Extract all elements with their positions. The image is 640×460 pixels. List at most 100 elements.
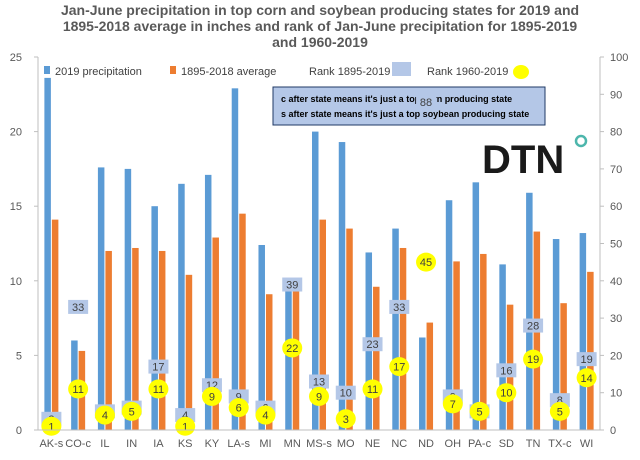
bar-2019 <box>312 131 319 430</box>
x-tick-label: MN <box>284 438 301 450</box>
rank-1960-label: 10 <box>500 388 512 400</box>
rank-1960-label: 22 <box>286 343 298 355</box>
rank-1895-label: 23 <box>366 339 378 351</box>
x-tick-label: NE <box>365 438 380 450</box>
x-tick-label: SD <box>499 438 514 450</box>
legend-swatch-avg <box>170 66 176 74</box>
rank-1960-label: 7 <box>450 399 456 411</box>
rank-1960-label: 11 <box>72 384 83 396</box>
x-tick-label: KS <box>178 438 193 450</box>
right-tick-label: 20 <box>610 350 622 362</box>
x-tick-label: IN <box>126 438 137 450</box>
rank-1895-label: 88 <box>420 97 432 109</box>
rank-1895-label: 8 <box>557 395 563 407</box>
rank-1895-label: 28 <box>527 321 539 333</box>
rank-1960-circle <box>41 416 62 436</box>
bar-2019 <box>338 142 346 430</box>
bar-average <box>373 286 380 430</box>
rank-1960-circle <box>576 368 597 388</box>
rank-1960-label: 9 <box>209 391 215 403</box>
x-tick-label: TN <box>526 438 541 450</box>
x-tick-label: NC <box>391 438 407 450</box>
x-tick-label: AK-s <box>39 438 63 450</box>
legend-label-avg: 1895-2018 average <box>181 66 276 78</box>
bar-average <box>212 237 219 430</box>
rank-1960-circle <box>389 357 410 377</box>
right-tick-label: 100 <box>610 52 628 64</box>
rank-1895-label: 19 <box>580 354 592 366</box>
legend-swatch-rank-1895 <box>392 62 411 76</box>
title-line-2: 1895-2018 average in inches and rank of … <box>63 18 578 34</box>
rank-1960-label: 11 <box>153 384 164 396</box>
x-tick-label: LA-s <box>227 438 250 450</box>
bar-2019 <box>392 228 399 430</box>
bar-2019 <box>97 167 105 430</box>
right-tick-label: 30 <box>610 313 622 325</box>
note-corn: c after state means it's just a top corn… <box>281 94 512 104</box>
rank-1960-label: 5 <box>557 406 563 418</box>
x-tick-label: IL <box>100 438 109 450</box>
rank-1960-circle <box>148 379 169 399</box>
bar-2019 <box>44 77 51 430</box>
note-box-background <box>272 86 546 126</box>
rank-1895-label: 17 <box>152 362 164 374</box>
rank-1895-label: 33 <box>72 302 84 314</box>
rank-1895-label: 33 <box>393 302 405 314</box>
rank-1895-box <box>576 352 597 367</box>
left-tick-label: 15 <box>10 201 22 213</box>
legend-label-2019: 2019 precipitation <box>55 66 142 78</box>
rank-1960-label: 45 <box>420 257 432 269</box>
rank-1960-label: 4 <box>102 410 108 422</box>
rank-1960-circle <box>94 405 115 425</box>
bar-2019 <box>178 183 185 430</box>
rank-1960-label: 4 <box>262 410 268 422</box>
left-tick-label: 10 <box>10 276 22 288</box>
dtn-logo: DTN <box>482 134 588 182</box>
x-tick-label: KY <box>205 438 220 450</box>
x-tick-label: TX-c <box>548 438 572 450</box>
left-axis: 0 5 10 15 20 25 <box>10 52 39 437</box>
rank-1895-box <box>416 94 437 109</box>
bar-average <box>480 253 487 430</box>
left-tick-label: 20 <box>10 127 22 139</box>
rank-1895-label: 4 <box>182 410 188 422</box>
bar-average <box>346 228 353 430</box>
rank-1895-label: 10 <box>340 388 352 400</box>
rank-1960-circle <box>416 252 437 272</box>
legend-swatch-rank-1960 <box>513 65 529 79</box>
chart-title: Jan-June precipitation in top corn and s… <box>61 2 579 50</box>
right-tick-label: 90 <box>610 89 622 101</box>
rank-1960-label: 5 <box>129 406 135 418</box>
legend-swatch-2019 <box>44 66 50 74</box>
bar-average <box>319 219 326 430</box>
note-box: c after state means it's just a top corn… <box>272 86 546 126</box>
rank-1960-label: 17 <box>393 362 405 374</box>
right-tick-label: 60 <box>610 201 622 213</box>
x-tick-label: WI <box>580 438 593 450</box>
bar-average <box>158 250 166 430</box>
dtn-logo-text: DTN <box>482 138 564 182</box>
legend-label-rank-1895: Rank 1895-2019 <box>309 66 390 78</box>
right-tick-label: 40 <box>610 276 622 288</box>
x-tick-label: MO <box>337 438 355 450</box>
bar-2019 <box>124 168 132 430</box>
rank-1895-label: 13 <box>313 377 325 389</box>
bar-average <box>265 294 273 430</box>
rank-1895-label: 16 <box>500 365 512 377</box>
bar-average <box>292 289 300 430</box>
x-tick-label: PA-c <box>468 438 492 450</box>
x-tick-label: MS-s <box>306 438 332 450</box>
rank-1960-circle <box>201 386 222 406</box>
bar-average <box>132 247 139 430</box>
x-tick-label: IA <box>153 438 164 450</box>
bar-2019 <box>258 244 265 430</box>
rank-1960-circle <box>469 401 490 421</box>
legend-label-rank-1960: Rank 1960-2019 <box>427 66 508 78</box>
right-tick-label: 0 <box>610 425 616 437</box>
rank-1895-box <box>335 385 356 400</box>
rank-1960-label: 3 <box>343 414 349 426</box>
rank-markers: 3133115465171141129966439221391032311331… <box>41 94 597 436</box>
x-tick-label: CO-c <box>65 438 91 450</box>
rank-1960-label: 19 <box>527 354 539 366</box>
